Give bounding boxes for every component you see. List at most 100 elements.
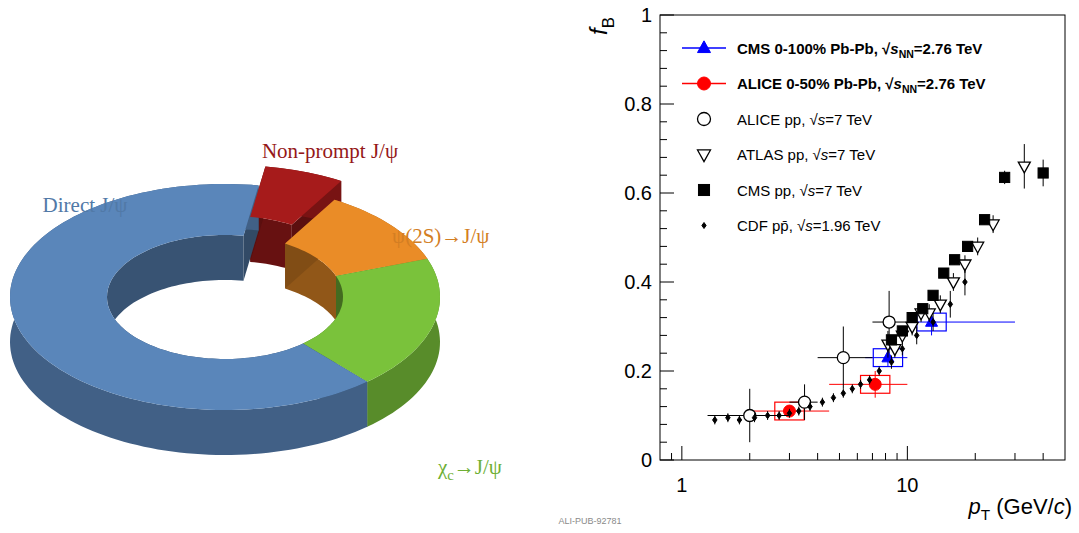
y-minor-tick bbox=[660, 246, 667, 247]
x-minor-tick bbox=[885, 453, 886, 460]
data-point bbox=[777, 412, 781, 418]
legend-label: ATLAS pp, √s=7 TeV bbox=[737, 146, 875, 163]
data-point bbox=[1018, 162, 1030, 173]
y-minor-tick bbox=[660, 406, 667, 407]
y-minor-tick bbox=[660, 157, 667, 158]
x-tick-label: 1 bbox=[676, 474, 687, 496]
data-point bbox=[931, 319, 935, 325]
legend-label: CMS pp, √s=7 TeV bbox=[737, 182, 862, 199]
x-minor-tick bbox=[789, 453, 790, 460]
data-point bbox=[867, 377, 871, 383]
data-point bbox=[972, 242, 984, 253]
slice-label: Direct J/ψ bbox=[43, 193, 128, 217]
data-point bbox=[918, 304, 928, 314]
y-tick-label: 1 bbox=[641, 4, 652, 26]
legend-label: ALICE 0-50% Pb-Pb, √sNN=2.76 TeV bbox=[737, 75, 986, 95]
legend-label: CDF pp̄, √s=1.96 TeV bbox=[737, 217, 880, 234]
data-point bbox=[934, 300, 946, 311]
data-point bbox=[858, 381, 862, 387]
x-minor-tick bbox=[1043, 453, 1044, 460]
series bbox=[708, 291, 908, 442]
series bbox=[882, 144, 1030, 358]
data-point bbox=[889, 345, 901, 356]
y-minor-tick bbox=[660, 424, 667, 425]
x-tick bbox=[681, 446, 682, 460]
data-point bbox=[963, 241, 973, 251]
legend-label: CMS 0-100% Pb-Pb, √sNN=2.76 TeV bbox=[737, 40, 982, 60]
data-point bbox=[963, 279, 967, 285]
x-tick bbox=[907, 446, 908, 460]
donut-tops bbox=[10, 167, 440, 410]
donut-outer-walls bbox=[10, 167, 440, 455]
y-minor-tick bbox=[660, 388, 667, 389]
y-tick-label: 0.4 bbox=[624, 271, 652, 293]
figure: Non-prompt J/ψ ψ(2S)→J/ψ χc→J/ψ Direct J/ψ 0… bbox=[0, 0, 1079, 533]
y-tick-label: 0.6 bbox=[624, 182, 652, 204]
data-point bbox=[837, 352, 849, 364]
y-minor-tick bbox=[660, 139, 667, 140]
y-minor-tick bbox=[660, 335, 667, 336]
x-minor-tick bbox=[839, 453, 840, 460]
data-point bbox=[737, 417, 741, 423]
data-point bbox=[889, 359, 893, 365]
data-point bbox=[797, 408, 801, 414]
x-minor-tick bbox=[897, 453, 898, 460]
data-point bbox=[900, 346, 904, 352]
data-point bbox=[886, 335, 896, 345]
data-point bbox=[713, 417, 717, 423]
y-minor-tick bbox=[660, 228, 667, 229]
data-point bbox=[939, 268, 949, 278]
y-minor-tick bbox=[660, 317, 667, 318]
data-point bbox=[1038, 168, 1048, 178]
data-point bbox=[765, 412, 769, 418]
data-point bbox=[914, 332, 918, 338]
x-tick-label: 10 bbox=[896, 474, 918, 496]
y-minor-tick bbox=[660, 175, 667, 176]
data-point bbox=[928, 290, 938, 300]
data-point bbox=[948, 301, 952, 307]
y-tick bbox=[660, 282, 674, 283]
x-minor-tick bbox=[749, 453, 750, 460]
legend-marker bbox=[702, 223, 706, 229]
data-point bbox=[831, 395, 835, 401]
data-point bbox=[787, 410, 791, 416]
y-minor-tick bbox=[660, 68, 667, 69]
y-minor-tick bbox=[660, 32, 667, 33]
data-point bbox=[950, 255, 960, 265]
data-point bbox=[897, 326, 907, 336]
y-axis-title: fB bbox=[585, 17, 618, 35]
legend-marker bbox=[698, 184, 709, 195]
y-minor-tick bbox=[660, 264, 667, 265]
y-tick bbox=[660, 104, 674, 105]
series bbox=[886, 160, 1048, 345]
y-tick bbox=[660, 371, 674, 372]
y-tick-label: 0.2 bbox=[624, 360, 652, 382]
x-minor-tick bbox=[817, 453, 818, 460]
legend-marker bbox=[698, 77, 711, 90]
y-minor-tick bbox=[660, 442, 667, 443]
slice-label: Non-prompt J/ψ bbox=[262, 139, 398, 163]
series bbox=[750, 371, 908, 420]
y-tick-label: 0 bbox=[641, 449, 652, 471]
data-point bbox=[1000, 172, 1010, 182]
legend-label: ALICE pp, √s=7 TeV bbox=[737, 111, 872, 128]
series bbox=[713, 269, 968, 425]
data-point bbox=[820, 399, 824, 405]
data-point bbox=[877, 368, 881, 374]
data-point bbox=[841, 390, 845, 396]
series bbox=[865, 309, 1015, 367]
data-point bbox=[808, 403, 812, 409]
x-minor-tick bbox=[857, 453, 858, 460]
donut-slice bbox=[10, 184, 367, 410]
slice-label: χc→J/ψ bbox=[437, 455, 502, 483]
data-point bbox=[979, 215, 989, 225]
legend-marker bbox=[698, 113, 711, 126]
data-point bbox=[907, 313, 917, 323]
y-minor-tick bbox=[660, 210, 667, 211]
x-error-bar bbox=[829, 384, 907, 385]
legend: CMS 0-100% Pb-Pb, √sNN=2.76 TeV ALICE 0-5… bbox=[682, 40, 986, 235]
annotation: ALI-PUB-92781 bbox=[558, 516, 621, 526]
data-point bbox=[947, 278, 959, 289]
slice-label: ψ(2S)→J/ψ bbox=[392, 224, 489, 248]
y-minor-tick bbox=[660, 50, 667, 51]
